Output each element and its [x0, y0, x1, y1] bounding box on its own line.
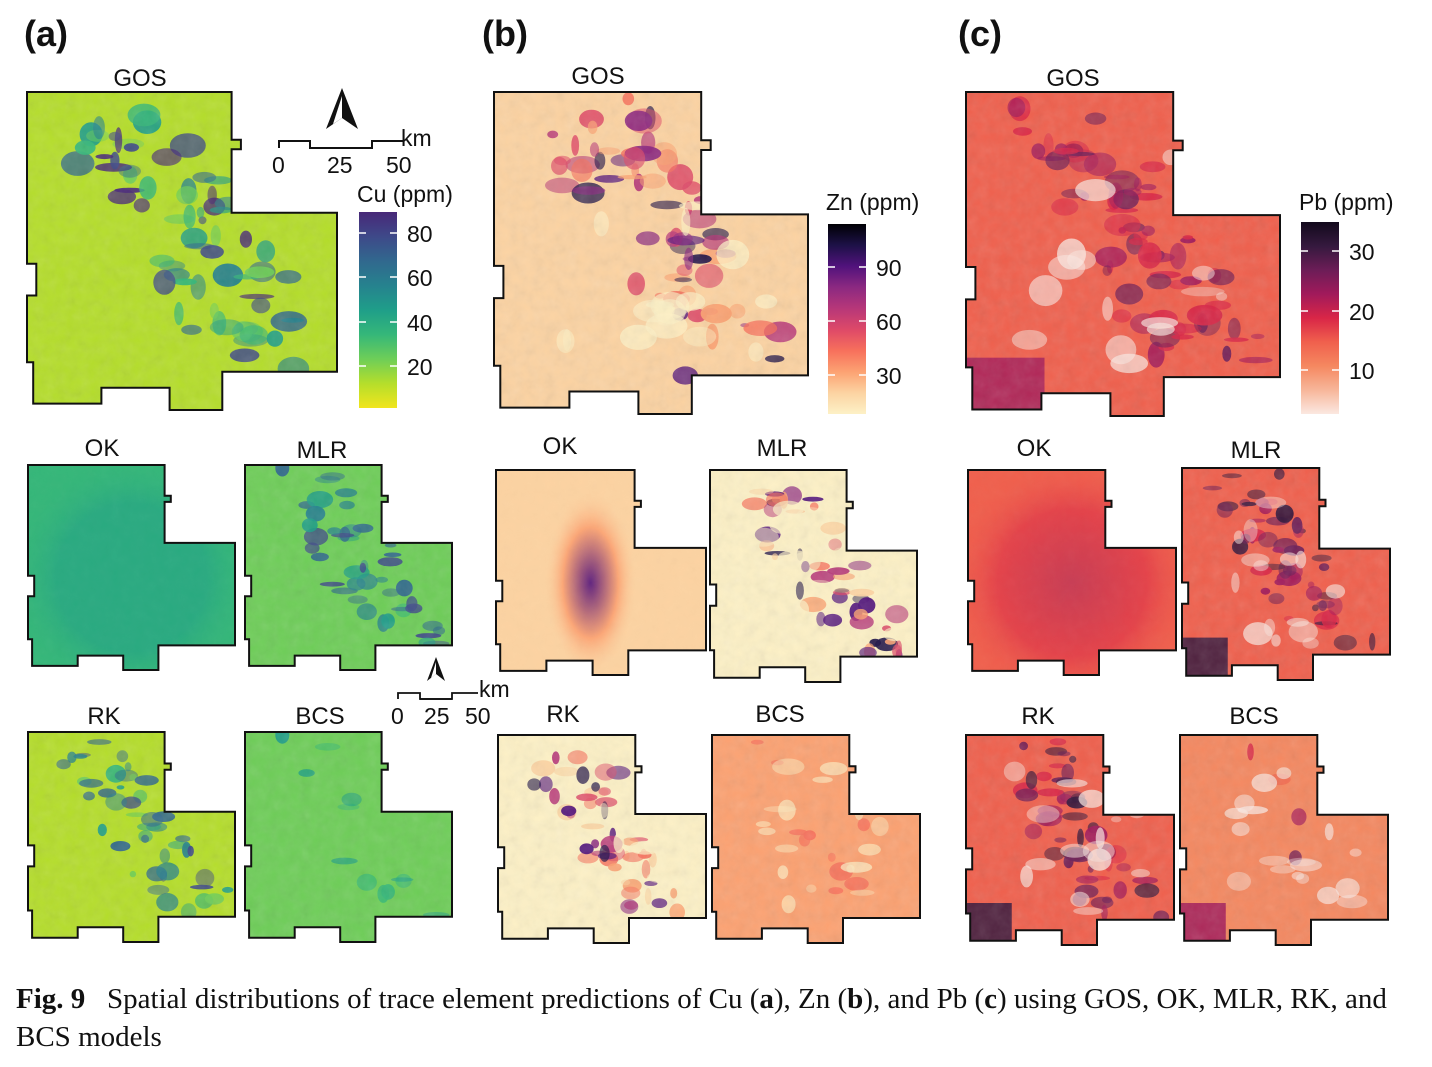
map-outline — [493, 91, 809, 415]
map-magma-bcs — [712, 735, 920, 943]
map-rocket-rk — [966, 735, 1174, 945]
legend-pb: Pb (ppm) 30 20 10 — [1299, 189, 1394, 414]
map-outline — [495, 469, 707, 676]
map-outline — [244, 464, 453, 671]
map-rocket-ok — [968, 470, 1176, 675]
map-viridis-bcs — [245, 732, 452, 942]
caption-text-3: ), and Pb ( — [863, 983, 985, 1015]
map-label-magma-gos: GOS — [571, 63, 624, 90]
legend-tick-cu-80: 80 — [407, 221, 433, 247]
scalebar-unit-small: km — [479, 676, 510, 702]
figure-caption: Fig. 9 Spatial distributions of trace el… — [16, 980, 1416, 1056]
legend-title-cu: Cu (ppm) — [357, 181, 453, 207]
map-label-rocket-mlr: MLR — [1231, 437, 1282, 464]
colorbar-pb — [1301, 222, 1339, 414]
map-magma-rk — [498, 735, 706, 943]
legend-cu: Cu (ppm) 80 60 40 20 — [357, 181, 453, 408]
map-viridis-gos — [27, 92, 337, 410]
caption-text-4: ) using GOS, OK, MLR, RK, and BCS models — [16, 983, 1387, 1053]
legend-tick-cu-20: 20 — [407, 354, 433, 380]
legend-tick-zn-30: 30 — [876, 363, 902, 389]
map-rocket-mlr — [1182, 468, 1390, 680]
caption-ref-a: a — [759, 983, 774, 1015]
legend-title-zn: Zn (ppm) — [826, 189, 919, 215]
map-outline — [497, 734, 707, 944]
caption-ref-c: c — [984, 983, 998, 1015]
caption-label: Fig. 9 — [16, 983, 86, 1015]
map-magma-ok — [496, 470, 706, 675]
scalebar-large: km 0 25 50 — [272, 88, 432, 178]
scalebar-tick-25: 25 — [327, 152, 353, 178]
scalebar-small-tick-25: 25 — [424, 703, 450, 729]
legend-title-pb: Pb (ppm) — [1299, 189, 1394, 215]
caption-text-1: Spatial distributions of trace element p… — [107, 983, 760, 1015]
legend-tick-zn-60: 60 — [876, 309, 902, 335]
map-outline — [965, 91, 1281, 417]
map-outline — [709, 469, 918, 683]
scalebar-unit: km — [401, 125, 432, 151]
map-outline — [1179, 734, 1389, 946]
map-outline — [27, 464, 236, 671]
map-label-viridis-gos: GOS — [113, 65, 166, 92]
map-magma-gos — [494, 92, 808, 414]
legend-tick-cu-60: 60 — [407, 265, 433, 291]
panel-letter-b: (b) — [482, 13, 528, 54]
scalebar-tick-0: 0 — [272, 152, 285, 178]
map-label-magma-rk: RK — [546, 701, 579, 728]
map-outline — [244, 731, 453, 943]
panel-letter-a: (a) — [24, 13, 68, 54]
legend-tick-pb-20: 20 — [1349, 299, 1375, 325]
scalebar-small-tick-0: 0 — [391, 703, 404, 729]
colorbar-cu — [359, 212, 397, 408]
map-outline — [1181, 467, 1391, 681]
map-outline — [26, 91, 338, 411]
map-label-rocket-gos: GOS — [1046, 65, 1099, 92]
map-rocket-gos — [966, 92, 1280, 416]
map-label-magma-bcs: BCS — [755, 701, 804, 728]
map-label-viridis-rk: RK — [87, 703, 120, 730]
map-viridis-rk — [28, 732, 235, 942]
map-magma-mlr — [710, 470, 917, 682]
legend-tick-zn-90: 90 — [876, 255, 902, 281]
scalebar-small-tick-50: 50 — [465, 703, 491, 729]
map-labels: GOS OK MLR RK BCS GOS OK MLR RK BCS GOS OK MLR RK BCS — [85, 63, 1282, 730]
caption-text-2: ), Zn ( — [773, 983, 848, 1015]
legend-tick-cu-40: 40 — [407, 310, 433, 336]
legend-tick-pb-10: 10 — [1349, 358, 1375, 384]
scalebar-small: km 0 25 50 — [391, 657, 510, 729]
map-rocket-bcs — [1180, 735, 1388, 945]
legend-tick-pb-30: 30 — [1349, 239, 1375, 265]
map-label-magma-mlr: MLR — [757, 435, 808, 462]
map-viridis-ok — [28, 465, 235, 670]
map-outline — [965, 734, 1175, 946]
map-label-rocket-ok: OK — [1017, 435, 1052, 462]
map-viridis-mlr — [245, 465, 452, 670]
map-label-rocket-bcs: BCS — [1229, 703, 1278, 730]
legend-zn: Zn (ppm) 90 60 30 — [826, 189, 919, 414]
map-label-viridis-bcs: BCS — [295, 703, 344, 730]
map-outline — [711, 734, 921, 944]
panel-letter-c: (c) — [958, 13, 1002, 54]
map-outline — [967, 469, 1177, 676]
scalebar-tick-50: 50 — [386, 152, 412, 178]
map-label-viridis-mlr: MLR — [297, 437, 348, 464]
map-outline — [27, 731, 236, 943]
maps-layer — [26, 91, 1391, 946]
caption-ref-b: b — [847, 983, 864, 1015]
map-label-viridis-ok: OK — [85, 435, 120, 462]
map-label-magma-ok: OK — [543, 433, 578, 460]
map-label-rocket-rk: RK — [1021, 703, 1054, 730]
colorbar-zn — [828, 224, 866, 414]
